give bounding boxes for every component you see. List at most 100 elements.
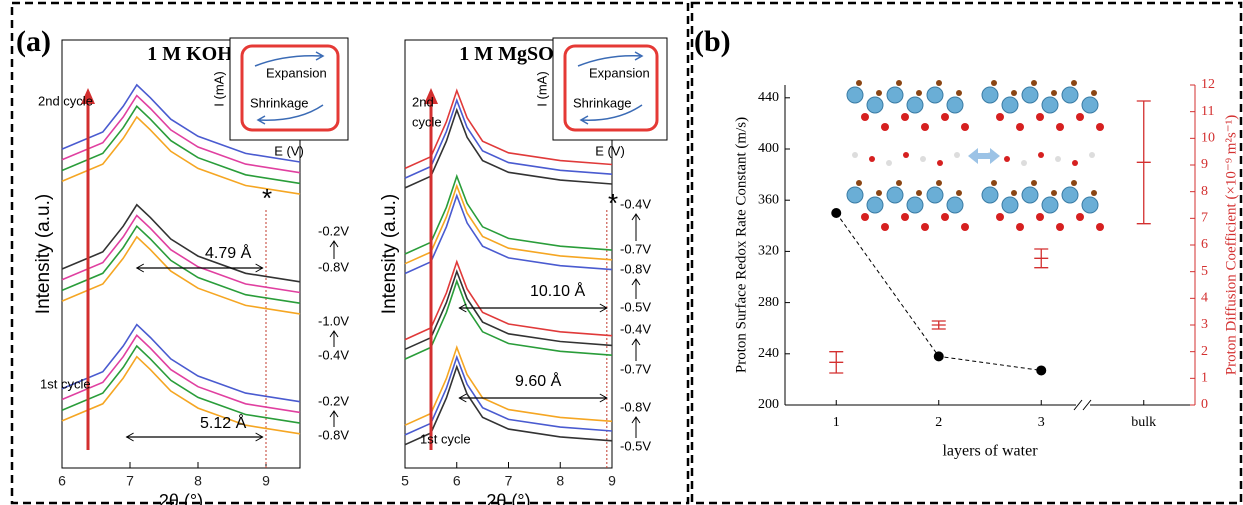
plot-frame [61,39,301,469]
inset-loop [563,44,659,132]
atom [903,152,909,158]
inset-arrow [254,51,325,67]
xrd-curve [61,224,301,304]
voltage-arrow [329,330,339,347]
xrd-curve [61,94,301,174]
atom [906,196,924,214]
atom [981,86,999,104]
x-tick-label: 7 [126,473,134,489]
xrd-curve [61,323,301,403]
spacing-arrowhead [458,393,608,403]
atom [1011,190,1017,196]
atom [856,80,862,86]
atom [861,113,869,121]
atom [886,86,904,104]
atom [896,80,902,86]
data-point [1036,365,1047,376]
annotation: 2nd cycle [38,93,93,108]
y-axis-label: Proton Surface Redox Rate Constant (m/s) [733,117,749,373]
xrd-curve [61,83,301,163]
atom [1056,223,1064,231]
y2-tick-label: 2 [1201,344,1208,359]
annotation: 1st cycle [420,431,471,446]
y2-tick-label: 10 [1201,131,1215,146]
atom [866,96,884,114]
y-tick-label: 240 [758,346,779,361]
error-bar [829,351,844,374]
atom [1016,123,1024,131]
atom [916,190,922,196]
atom [1004,156,1010,162]
voltage-label: -0.4V [620,196,651,211]
atom [846,86,864,104]
xrd-curve [404,345,613,426]
xrd-curve [404,269,613,351]
voltage-label: -0.2V [318,223,349,238]
x-tick-label: 1 [833,415,840,430]
voltage-label: -0.5V [620,438,651,453]
atom [1016,223,1024,231]
inset-axis-label: E (V) [595,143,625,158]
atom [876,190,882,196]
xrd-curve [61,203,301,283]
atom [1061,186,1079,204]
inset-label: Shrinkage [250,95,309,110]
cycle-arrowhead [81,88,95,104]
xrd-curve [61,334,301,414]
inset-arrow [579,104,643,125]
atom [1041,96,1059,114]
y2-axis-label: Proton Diffusion Coefficient (×10⁻⁹ m²s⁻… [1223,115,1239,375]
x-tick-label: 9 [608,473,616,489]
x-axis-label: 2θ (°) [159,491,203,505]
atom [1061,86,1079,104]
voltage-label: -0.7V [620,361,651,376]
atom [861,213,869,221]
y-tick-label: 320 [758,244,779,259]
spacing-arrowhead [125,432,264,442]
xrd-curve [61,235,301,315]
xrd-curve [404,173,613,255]
annotation: 1st cycle [40,376,91,391]
xrd-curve [61,115,301,195]
y-axis-label: Intensity (a.u.) [379,194,400,314]
atom [956,90,962,96]
atom [1036,113,1044,121]
voltage-arrow [329,410,339,427]
x-tick-label: 7 [505,473,513,489]
chart-title: 1 M KOH [147,43,233,65]
voltage-label: -0.7V [620,241,651,256]
voltage-arrow [631,338,641,361]
x-axis-label: 2θ (°) [486,491,530,505]
atom [896,180,902,186]
atom [1071,180,1077,186]
panel-label: (a) [16,25,51,58]
annotation: 4.79 Å [205,243,252,262]
atom [946,96,964,114]
y2-tick-label: 7 [1201,211,1208,226]
x-tick-label: bulk [1131,415,1156,430]
y2-tick-label: 3 [1201,317,1208,332]
atom [856,180,862,186]
atom [1031,80,1037,86]
atom [852,152,858,158]
y2-tick-label: 8 [1201,184,1208,199]
atom [881,223,889,231]
atom [1038,152,1044,158]
atom [1021,186,1039,204]
atom [936,80,942,86]
inset-label: Expansion [266,65,327,80]
cycle-arrowhead [424,88,438,104]
atom [1055,156,1061,162]
y2-tick-label: 12 [1201,77,1215,92]
atom [869,156,875,162]
voltage-label: -0.5V [620,299,651,314]
error-bar [1136,100,1151,225]
x-tick-label: 3 [1038,415,1045,430]
atom [1036,213,1044,221]
data-point [933,351,944,362]
inset-arrow [577,51,644,67]
panel-label: (b) [694,25,731,58]
atom [846,186,864,204]
panel-b-border [690,1,1243,505]
xrd-curve [404,193,613,275]
